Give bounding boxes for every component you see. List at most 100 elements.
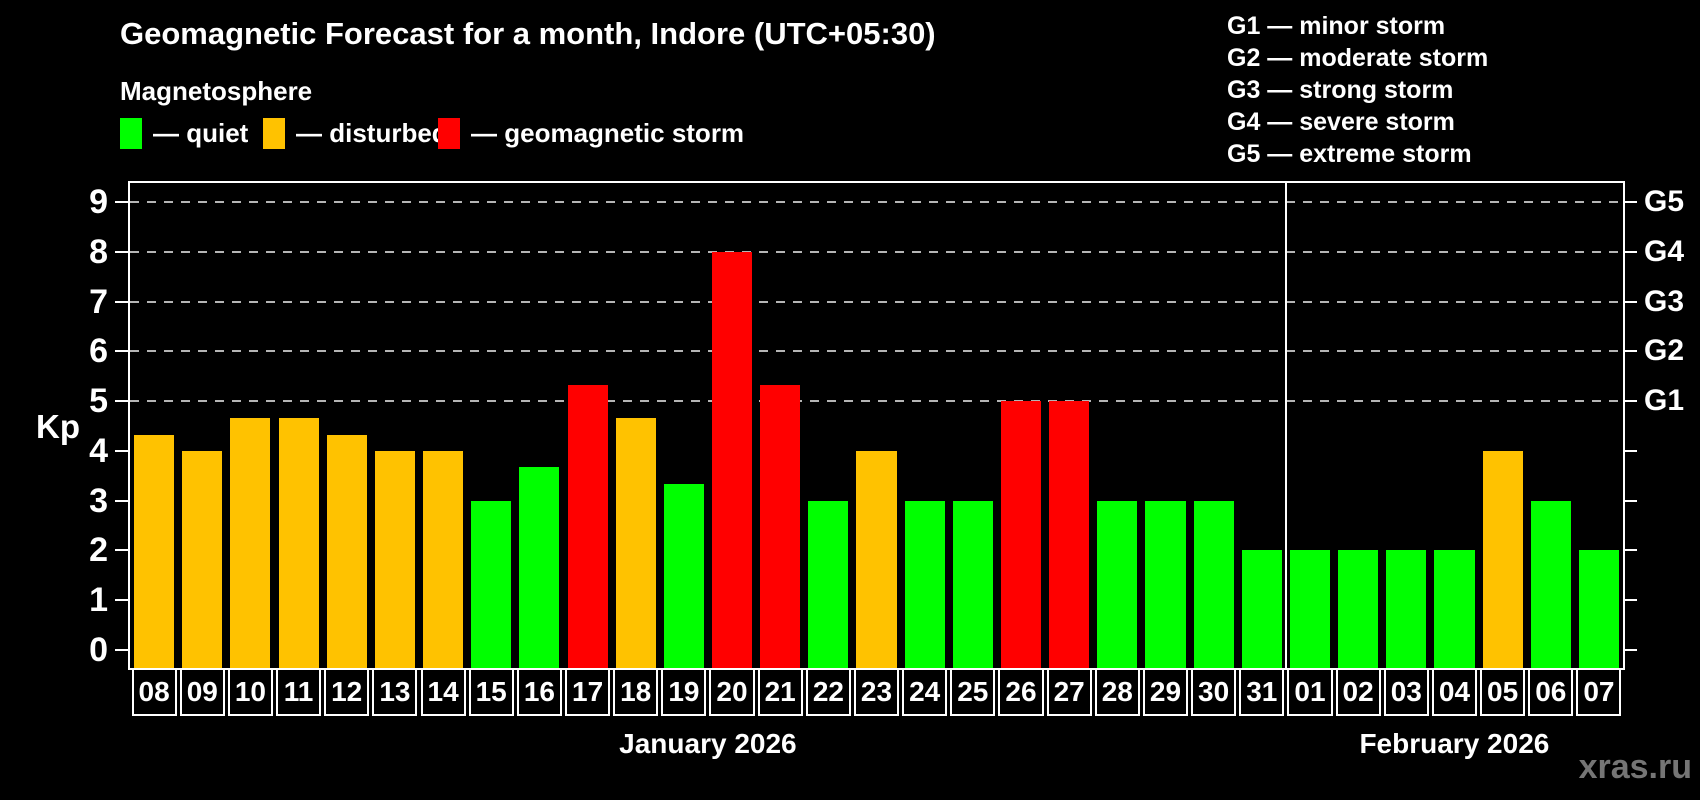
- y-tick-right: [1624, 300, 1637, 303]
- date-label: 10: [227, 668, 273, 716]
- chart-subtitle: Magnetosphere: [120, 76, 313, 106]
- kp-bar: [1193, 500, 1234, 668]
- kp-bar: [1049, 401, 1090, 668]
- legend-label-storm: — geomagnetic storm: [471, 118, 745, 148]
- kp-bar: [374, 450, 415, 668]
- kp-bar: [615, 417, 656, 668]
- kp-bar: [1241, 550, 1282, 668]
- y-tick-left: [115, 250, 128, 253]
- kp-bar: [1434, 550, 1475, 668]
- y-tick-label: 2: [89, 531, 108, 570]
- kp-bar: [1578, 550, 1619, 668]
- g-level-label: G5: [1644, 185, 1685, 218]
- date-label: 14: [420, 668, 466, 716]
- g-level-label: G3: [1644, 284, 1685, 318]
- y-tick-left: [115, 499, 128, 502]
- y-tick-label: 8: [89, 232, 108, 271]
- date-label: 22: [805, 668, 851, 716]
- y-tick-label: 5: [89, 382, 108, 421]
- kp-bar: [326, 434, 367, 668]
- gridline-kp-9: [130, 201, 1623, 203]
- legend-swatch-storm: [438, 118, 460, 149]
- g-level-label: G1: [1644, 384, 1685, 418]
- gridline-kp-7: [130, 300, 1623, 303]
- g-legend-line: G2 — moderate storm: [1227, 44, 1489, 72]
- kp-bar: [1338, 550, 1379, 668]
- y-axis-title: Kp: [36, 408, 80, 445]
- y-tick-left: [115, 449, 128, 452]
- date-label: 02: [1335, 668, 1381, 716]
- g-legend-line: G3 — strong storm: [1227, 76, 1454, 104]
- y-tick-label: 1: [89, 581, 108, 620]
- y-tick-label: 0: [89, 631, 108, 669]
- gridline-kp-5: [130, 400, 1623, 403]
- kp-bar: [952, 500, 993, 668]
- kp-bar: [471, 500, 512, 668]
- date-label: 30: [1191, 668, 1237, 716]
- gridline-kp-8: [130, 250, 1623, 253]
- kp-bar: [760, 384, 801, 668]
- y-tick-right: [1624, 599, 1637, 602]
- date-label: 28: [1094, 668, 1140, 716]
- kp-bar: [230, 417, 271, 668]
- date-label: 29: [1142, 668, 1189, 716]
- y-tick-left: [115, 400, 128, 403]
- date-label: 31: [1239, 668, 1285, 716]
- date-label: 18: [613, 668, 659, 716]
- date-label: 03: [1383, 668, 1429, 716]
- legend-swatch-quiet: [120, 118, 142, 149]
- kp-bar: [134, 434, 175, 668]
- date-label: 11: [276, 668, 322, 716]
- legend-item-disturbed: — disturbed: [263, 118, 448, 149]
- date-label: 08: [131, 668, 177, 716]
- legend-item-storm: — geomagnetic storm: [438, 118, 744, 149]
- date-label: 06: [1528, 668, 1574, 716]
- kp-bar: [1530, 500, 1571, 668]
- kp-bar: [663, 484, 704, 668]
- kp-bar: [808, 500, 849, 668]
- y-tick-right: [1624, 499, 1637, 502]
- y-tick-left: [115, 350, 128, 353]
- kp-bar: [856, 450, 897, 668]
- date-label: 01: [1287, 668, 1333, 716]
- y-tick-label: 7: [89, 282, 108, 321]
- date-label: 17: [565, 668, 611, 716]
- date-label: 26: [998, 668, 1044, 716]
- y-tick-left: [115, 649, 128, 651]
- y-tick-left: [115, 549, 128, 552]
- date-label: 19: [661, 668, 707, 716]
- date-label: 23: [853, 668, 900, 716]
- y-tick-label: 3: [89, 481, 108, 520]
- y-tick-label: 6: [89, 332, 108, 371]
- g-scale-legend: G1 — minor storm G2 — moderate storm G3 — …: [1227, 10, 1488, 170]
- kp-bar: [711, 251, 753, 668]
- g-level-label: G2: [1644, 334, 1685, 368]
- watermark: xras.ru: [1578, 748, 1692, 786]
- date-label: 12: [324, 668, 370, 716]
- y-tick-left: [115, 300, 128, 303]
- y-tick-left: [115, 599, 128, 602]
- g-legend-line: G5 — extreme storm: [1227, 140, 1472, 168]
- kp-bar: [567, 384, 608, 668]
- y-tick-right: [1624, 400, 1637, 403]
- y-tick-right: [1624, 449, 1637, 452]
- kp-bar: [1482, 450, 1523, 668]
- y-tick-right: [1624, 549, 1637, 552]
- date-label: 09: [179, 668, 225, 716]
- kp-bar: [1289, 550, 1331, 668]
- chart-title: Geomagnetic Forecast for a month, Indore…: [120, 16, 936, 51]
- date-label: 20: [709, 668, 755, 716]
- g-level-label: G4: [1644, 234, 1685, 268]
- month-label: February 2026: [1359, 728, 1550, 759]
- kp-bar: [278, 417, 319, 668]
- kp-bar: [904, 500, 945, 668]
- y-tick-left: [115, 201, 128, 203]
- legend-label-quiet: — quiet: [153, 118, 249, 148]
- date-label: 13: [372, 668, 418, 716]
- gridline-kp-6: [130, 350, 1623, 353]
- date-label: 16: [516, 668, 562, 716]
- legend-label-disturbed: — disturbed: [296, 118, 448, 148]
- date-label: 05: [1480, 668, 1526, 716]
- legend-item-quiet: — quiet: [120, 118, 248, 149]
